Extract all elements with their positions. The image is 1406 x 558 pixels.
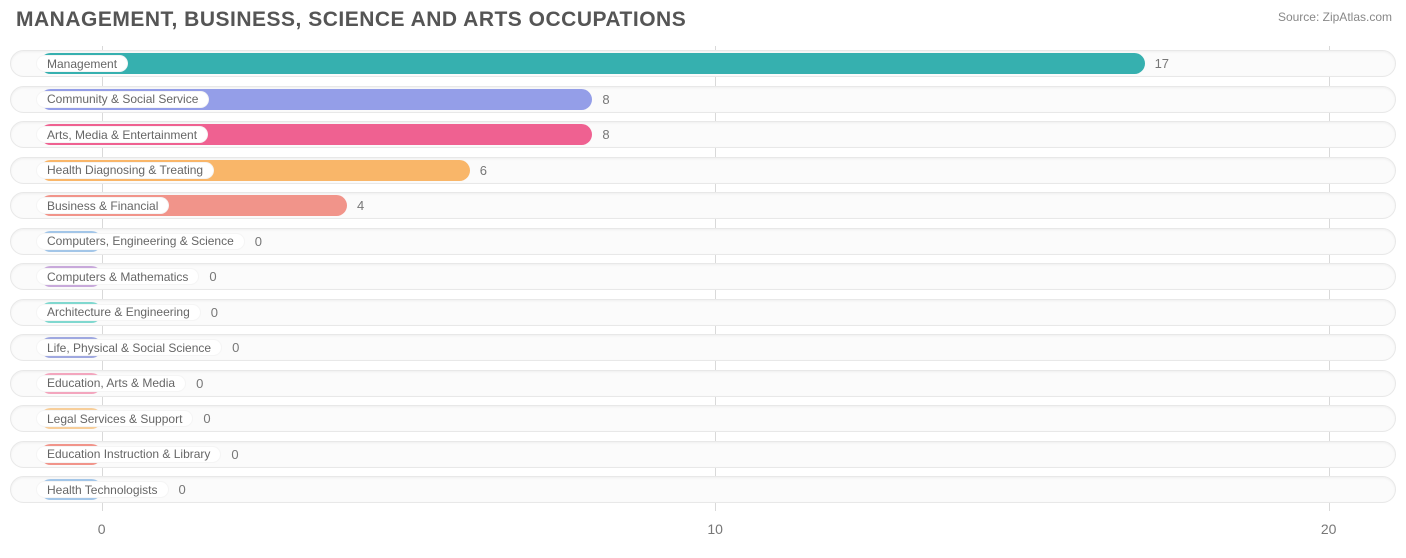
chart-rows: Management17Community & Social Service8A…	[10, 46, 1396, 508]
category-label-pill: Computers & Mathematics	[36, 268, 199, 285]
category-label-pill: Health Technologists	[36, 481, 169, 498]
chart-row: Education, Arts & Media 0	[10, 366, 1396, 402]
category-label: Health Diagnosing & Treating	[47, 164, 203, 176]
bar-track	[10, 370, 1396, 397]
chart-container: MANAGEMENT, BUSINESS, SCIENCE AND ARTS O…	[0, 0, 1406, 558]
category-label: Health Technologists	[47, 484, 158, 496]
bar-track	[10, 476, 1396, 503]
category-label: Architecture & Engineering	[47, 306, 190, 318]
bar-value: 8	[602, 126, 609, 143]
chart-row: Life, Physical & Social Science 0	[10, 330, 1396, 366]
chart-row: Computers, Engineering & Science 0	[10, 224, 1396, 260]
category-label-pill: Legal Services & Support	[36, 410, 193, 427]
category-label: Business & Financial	[47, 200, 158, 212]
chart-title: MANAGEMENT, BUSINESS, SCIENCE AND ARTS O…	[16, 8, 1396, 32]
x-tick-label: 0	[98, 521, 106, 537]
bar-value: 0	[209, 268, 216, 285]
bar-value: 17	[1155, 55, 1169, 72]
bar-value: 8	[602, 91, 609, 108]
category-label: Management	[47, 58, 117, 70]
chart-row: Business & Financial 4	[10, 188, 1396, 224]
chart-row: Health Technologists 0	[10, 472, 1396, 508]
source-site: ZipAtlas.com	[1323, 10, 1392, 24]
chart-row: Management 17	[10, 46, 1396, 82]
source-label: Source:	[1278, 10, 1319, 24]
bar-track	[10, 263, 1396, 290]
category-label-pill: Computers, Engineering & Science	[36, 233, 245, 250]
category-label-pill: Business & Financial	[36, 197, 169, 214]
category-label: Education Instruction & Library	[47, 448, 210, 460]
category-label: Computers, Engineering & Science	[47, 235, 234, 247]
category-label-pill: Health Diagnosing & Treating	[36, 162, 214, 179]
category-label-pill: Management	[36, 55, 128, 72]
x-tick-label: 20	[1321, 521, 1337, 537]
chart-row: Arts, Media & Entertainment 8	[10, 117, 1396, 153]
bar-value: 0	[196, 375, 203, 392]
chart-area: Management17Community & Social Service8A…	[10, 46, 1396, 541]
category-label: Education, Arts & Media	[47, 377, 175, 389]
x-axis: 0 10 20	[10, 517, 1396, 541]
category-label: Arts, Media & Entertainment	[47, 129, 197, 141]
chart-row: Education Instruction & Library 0	[10, 437, 1396, 473]
category-label: Computers & Mathematics	[47, 271, 188, 283]
chart-row: Computers & Mathematics 0	[10, 259, 1396, 295]
bar	[40, 53, 1144, 74]
category-label-pill: Arts, Media & Entertainment	[36, 126, 208, 143]
chart-row: Health Diagnosing & Treating 6	[10, 153, 1396, 189]
bar-value: 0	[211, 304, 218, 321]
bar-track	[10, 405, 1396, 432]
chart-row: Community & Social Service 8	[10, 82, 1396, 118]
bar-value: 4	[357, 197, 364, 214]
category-label: Legal Services & Support	[47, 413, 182, 425]
bar-value: 0	[232, 339, 239, 356]
category-label-pill: Education, Arts & Media	[36, 375, 186, 392]
bar-value: 0	[255, 233, 262, 250]
x-tick-label: 10	[707, 521, 723, 537]
category-label-pill: Life, Physical & Social Science	[36, 339, 222, 356]
category-label-pill: Architecture & Engineering	[36, 304, 201, 321]
category-label: Life, Physical & Social Science	[47, 342, 211, 354]
chart-row: Architecture & Engineering 0	[10, 295, 1396, 331]
category-label: Community & Social Service	[47, 93, 198, 105]
category-label-pill: Education Instruction & Library	[36, 446, 221, 463]
chart-row: Legal Services & Support 0	[10, 401, 1396, 437]
bar-value: 0	[231, 446, 238, 463]
bar-value: 0	[179, 481, 186, 498]
source-attribution: Source: ZipAtlas.com	[1278, 10, 1392, 24]
bar-value: 0	[203, 410, 210, 427]
bar-value: 6	[480, 162, 487, 179]
category-label-pill: Community & Social Service	[36, 91, 209, 108]
